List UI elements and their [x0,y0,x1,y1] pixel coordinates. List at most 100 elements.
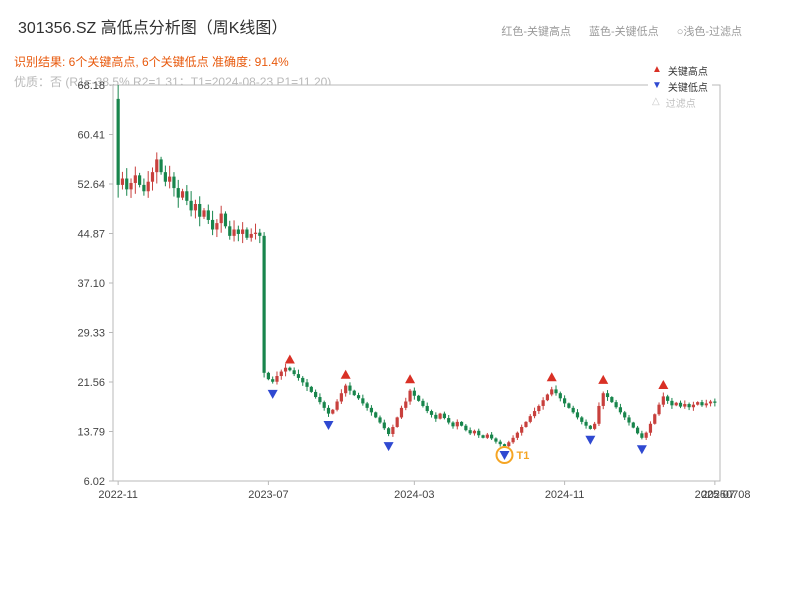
candle-body [202,210,206,217]
trade-point-label: T1 [517,450,530,462]
top-legend: 红色-关键高点 蓝色-关键低点 ○浅色-过滤点 [501,23,742,39]
candle-body [125,178,129,190]
candle-body [575,412,580,418]
y-axis-tick-label: 37.10 [77,278,105,290]
candle-body [597,405,601,424]
candle-body [520,426,524,433]
legend-label-key-low: 关键低点 [667,82,708,94]
candle-body [271,379,275,382]
candle-body [421,400,425,406]
candle-body [588,425,592,429]
y-axis-tick-label: 21.56 [77,377,105,389]
top-legend-key-low: 蓝色-关键低点 [589,26,659,38]
candle-body [223,213,228,227]
candle-body [442,413,447,419]
candle-body [296,374,301,378]
candle-body [447,418,451,423]
candle-body [378,417,382,423]
y-axis-tick-label: 44.87 [77,229,105,241]
key-low-marker [636,445,647,455]
candle-body [687,404,691,408]
key-low-marker [585,435,596,445]
candle-body [429,411,434,415]
legend-label-key-high: 关键高点 [667,66,708,78]
candle-body [335,401,339,410]
y-axis-tick-label: 13.79 [77,427,105,439]
candle-body [563,398,567,404]
candle-body [185,191,189,201]
candle-body [580,417,584,422]
candle-body [241,229,245,234]
y-axis-tick-label: 68.18 [77,80,105,92]
candle-body [142,184,146,192]
key-low-marker [383,442,394,452]
candle-body [464,425,468,431]
candle-body [395,417,399,427]
candle-body [138,175,142,185]
candle-body [485,434,489,438]
candle-body [468,430,472,434]
candle-body [593,423,597,429]
candle-body [228,226,232,236]
y-axis-tick-label: 52.64 [77,179,105,191]
candle-body [266,372,270,380]
candle-body [541,400,545,406]
y-axis-tick-label: 29.33 [77,328,105,340]
candle-body [648,423,653,433]
legend-item-key-high: ▲ 关键高点 [652,62,708,78]
candle-body [129,182,133,190]
candle-body [356,395,361,399]
key-high-marker-icon: ▲ [652,64,662,75]
candle-body [550,389,554,395]
candle-body [494,438,498,442]
candle-body [644,432,648,438]
candle-body [210,219,215,230]
candle-body [374,412,378,418]
candle-body [305,382,309,387]
candle-body [292,370,296,375]
candle-body [696,402,700,405]
key-high-marker [546,372,557,382]
candle-body [155,159,159,173]
candle-body [627,417,631,423]
candle-body [412,390,416,396]
candle-body [348,385,352,391]
candle-body [584,421,588,426]
candle-body [678,402,683,407]
candle-body [481,435,485,438]
key-high-marker [284,354,295,364]
candle-body [537,405,541,412]
candle-body [339,393,343,402]
page-title: 301356.SZ 高低点分析图（周K线图） [18,20,288,37]
candle-body [704,403,708,406]
candle-body [163,172,167,182]
top-legend-filtered: ○浅色-过滤点 [676,26,742,38]
plot-frame [112,84,721,482]
candle-body [498,441,502,445]
candle-body [168,176,172,182]
candle-body [176,188,180,198]
candle-body [451,422,455,427]
x-axis-tick-label: 2024-03 [394,489,434,501]
legend-item-key-low: ▼ 关键低点 [652,78,708,94]
candle-body [344,385,348,394]
candle-body [640,433,644,438]
key-low-marker [499,451,510,460]
candle-body [249,233,253,238]
candle-body [670,400,674,406]
candle-body [477,430,481,436]
filtered-marker-icon: △ [652,96,660,107]
candle-body [455,421,459,427]
candle-body [571,407,575,413]
candle-body [545,394,550,401]
candle-body [198,204,202,217]
candle-body [674,402,678,406]
candle-body [314,391,318,398]
candle-body [567,403,571,408]
candle-body [236,229,240,234]
candle-body [206,210,210,220]
key-high-marker [598,374,609,384]
candle-body [361,398,365,404]
candle-body [524,421,528,427]
